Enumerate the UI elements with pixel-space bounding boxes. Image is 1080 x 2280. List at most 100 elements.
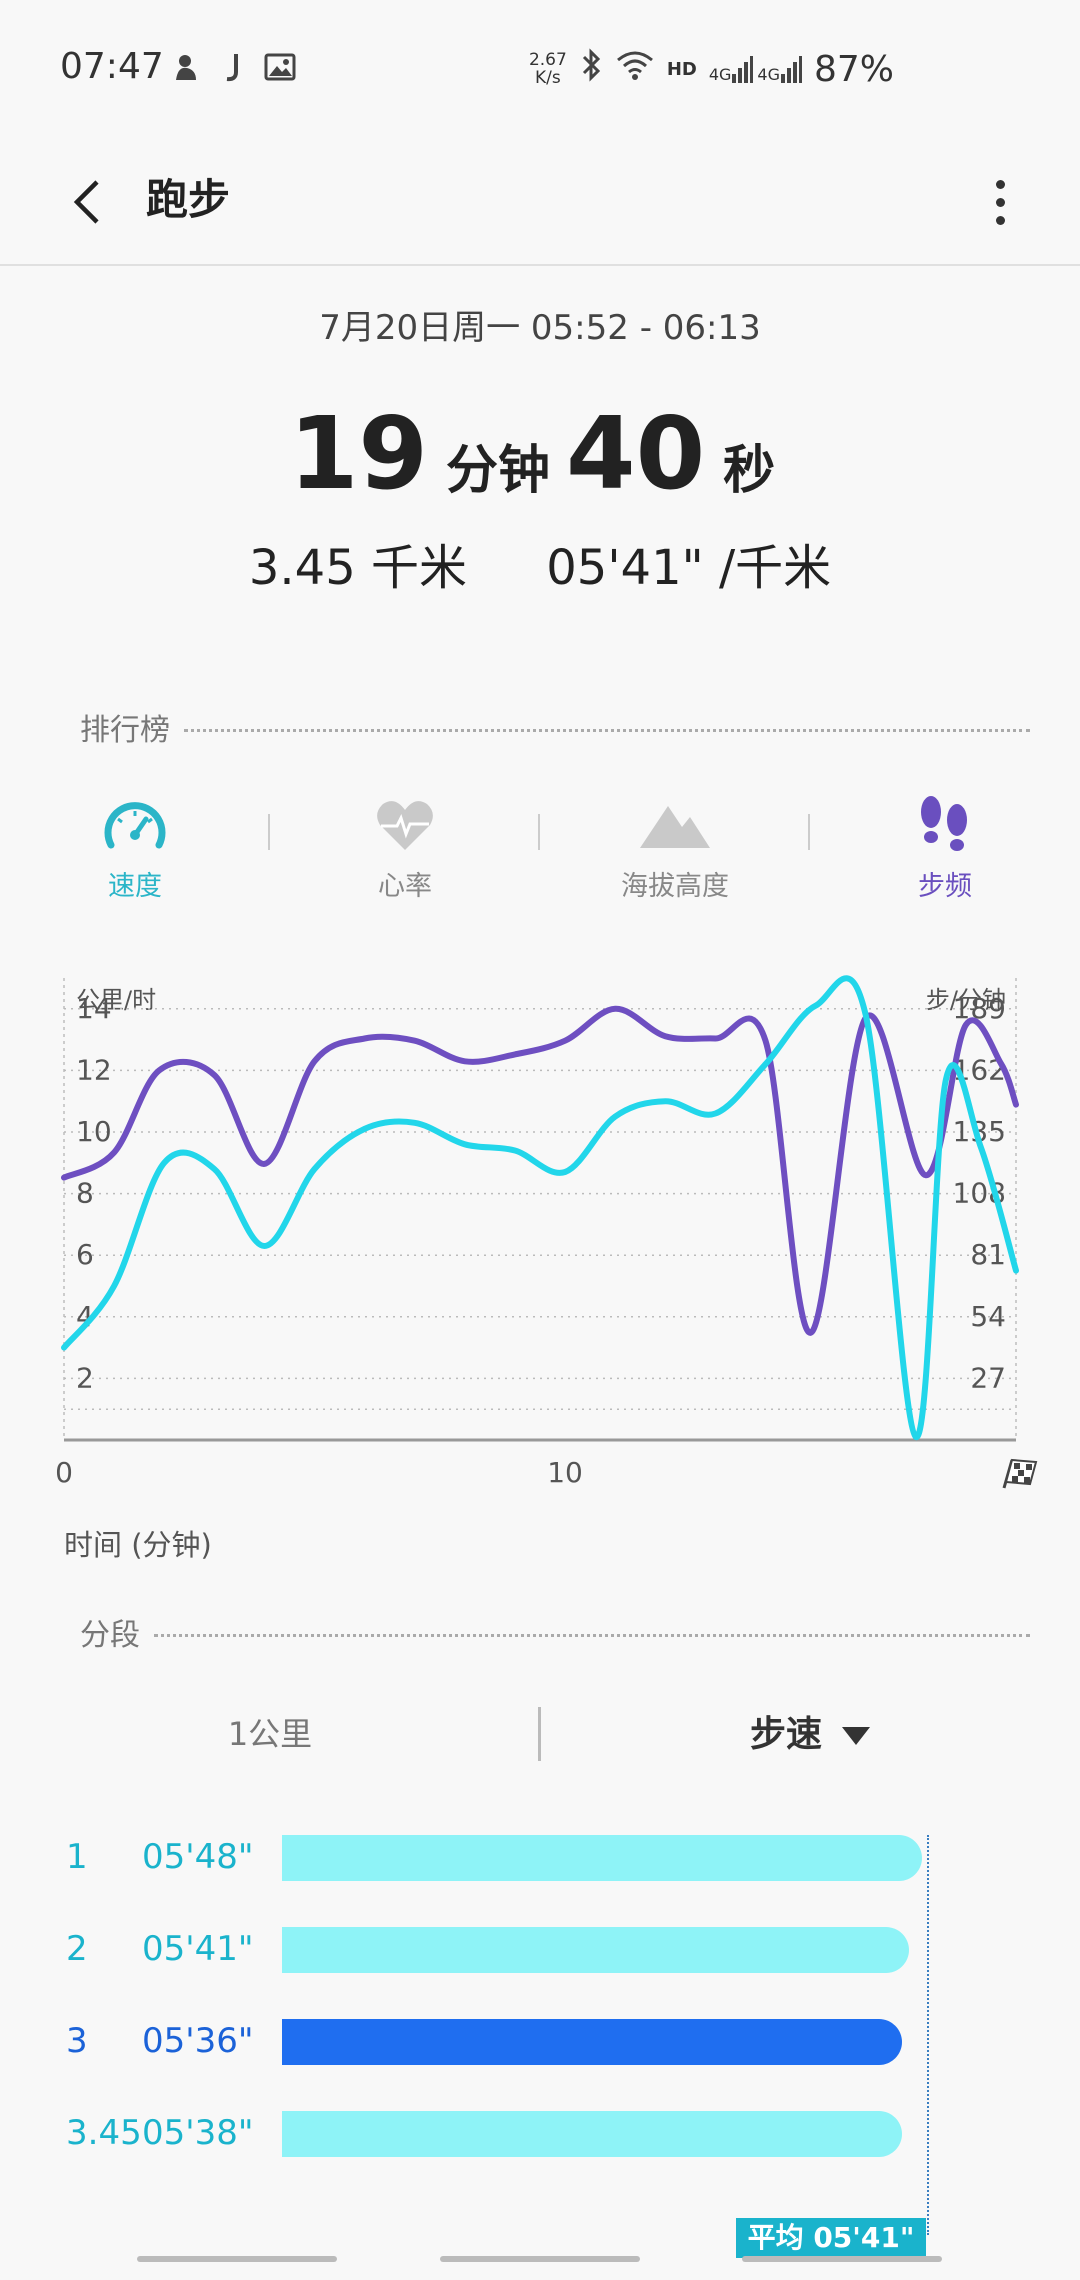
- tab-separator: [538, 814, 540, 850]
- tab-speed[interactable]: 速度: [0, 790, 270, 910]
- caret-down-icon: [842, 1727, 870, 1745]
- x-tick-label: 0: [55, 1456, 73, 1489]
- notification-icon: [172, 52, 202, 86]
- more-dot-icon: [995, 215, 1005, 225]
- more-options-button[interactable]: [970, 162, 1030, 242]
- tab-cadence[interactable]: 步频: [810, 790, 1080, 910]
- right-tick-label: 81: [970, 1238, 1006, 1271]
- tab-separator: [808, 814, 810, 850]
- split-km: 1: [66, 1837, 88, 1877]
- average-pace-tag: 平均 05'41": [736, 2218, 926, 2258]
- duration-seconds-unit: 秒: [723, 441, 776, 501]
- split-pace: 05'48": [142, 1837, 254, 1877]
- nav-handle: [742, 2256, 942, 2262]
- back-arrow-icon: [73, 180, 99, 224]
- mountain-icon: [640, 806, 710, 848]
- tab-altitude[interactable]: 海拔高度: [540, 790, 810, 910]
- split-pace-bar: [282, 2111, 902, 2157]
- split-unit-button[interactable]: 1公里: [227, 1715, 313, 1753]
- split-toggle: 1公里 步速: [0, 1695, 1080, 1775]
- tab-speed-label: 速度: [108, 871, 162, 902]
- x-tick-label: 10: [547, 1456, 583, 1489]
- net-speed: 2.67 K/s: [529, 51, 567, 87]
- nav-handle: [440, 2256, 640, 2262]
- split-row[interactable]: 2 05'41": [0, 1927, 1080, 1977]
- split-km: 3: [66, 2021, 88, 2061]
- split-row[interactable]: 1 05'48": [0, 1835, 1080, 1885]
- net-speed-unit: K/s: [535, 68, 561, 88]
- workout-avg-pace: 05'41" /千米: [546, 540, 832, 596]
- status-left-icons: [172, 52, 296, 86]
- split-pace: 05'38": [142, 2113, 254, 2153]
- workout-distance: 3.45 千米: [248, 540, 467, 596]
- left-tick-label: 6: [76, 1238, 94, 1271]
- splits-divider: [154, 1633, 1030, 1637]
- workout-duration: 19 分钟 40 秒: [0, 395, 1080, 512]
- average-pace-line: [927, 1835, 929, 2235]
- metric-tabs: 速度 心率 海拔高度 步频: [0, 790, 1080, 910]
- split-metric-label: 步速: [749, 1714, 822, 1755]
- heart-icon: [377, 801, 433, 850]
- status-bar: 07:47 2.67 K/s HD 4G 4G 87%: [0, 0, 1080, 140]
- app-bar: 跑步: [0, 140, 1080, 266]
- left-tick-label: 10: [76, 1115, 112, 1148]
- battery-level: 87%: [813, 48, 894, 90]
- split-pace: 05'41": [142, 1929, 254, 1969]
- split-km: 3.45: [66, 2113, 142, 2153]
- split-metric-dropdown[interactable]: 步速: [540, 1705, 1080, 1757]
- left-tick-label: 14: [76, 992, 112, 1025]
- right-tick-label: 54: [970, 1300, 1006, 1333]
- split-row[interactable]: 3.45 05'38": [0, 2111, 1080, 2161]
- workout-date: 7月20日周一 05:52 - 06:13: [319, 308, 761, 348]
- image-icon: [264, 52, 296, 86]
- duration-seconds: 40: [566, 395, 706, 512]
- net-speed-value: 2.67: [528, 50, 567, 70]
- leaderboard-divider: [184, 728, 1030, 732]
- leaderboard-header[interactable]: 排行榜: [80, 705, 1030, 749]
- tab-separator: [268, 814, 270, 850]
- hd-label: HD: [666, 58, 697, 80]
- left-tick-label: 2: [76, 1361, 94, 1394]
- split-pace-bar: [282, 1835, 922, 1881]
- right-tick-label: 27: [970, 1361, 1006, 1394]
- more-dot-icon: [995, 197, 1005, 207]
- status-time: 07:47: [60, 46, 164, 87]
- back-button[interactable]: [56, 162, 116, 242]
- speedometer-icon: [104, 802, 166, 849]
- pace-cadence-chart: 公里/时 步/分钟 14 12 10 8 6 4 2 189 162 135 108 81 54 27 0 10: [0, 960, 1080, 1520]
- left-tick-label: 8: [76, 1177, 94, 1210]
- music-icon: [222, 52, 244, 86]
- split-pace-bar: [282, 2019, 902, 2065]
- speed-series-line: [61, 975, 1019, 1440]
- duration-minutes-unit: 分钟: [445, 441, 550, 501]
- signal-icon: 4G 4G: [709, 54, 802, 84]
- distance-pace: 3.45 千米 05'41" /千米: [0, 528, 1080, 598]
- cadence-series-line: [61, 1005, 1019, 1336]
- splits-header: 分段: [80, 1610, 1030, 1654]
- split-row[interactable]: 3 05'36": [0, 2019, 1080, 2069]
- leaderboard-label: 排行榜: [80, 713, 170, 748]
- finish-flag-icon: [1002, 1458, 1038, 1489]
- splits-label: 分段: [80, 1618, 140, 1653]
- nav-handle: [137, 2256, 337, 2262]
- duration-minutes: 19: [288, 395, 428, 512]
- wifi-icon: [615, 49, 655, 89]
- signal2-label: 4G: [757, 65, 780, 84]
- right-tick-label: 189: [953, 992, 1006, 1025]
- tab-heart-rate[interactable]: 心率: [270, 790, 540, 910]
- bluetooth-icon: [579, 48, 603, 90]
- split-pace-bar: [282, 1927, 909, 1973]
- split-km: 2: [66, 1929, 88, 1969]
- tab-altitude-label: 海拔高度: [621, 871, 729, 902]
- page-title: 跑步: [146, 175, 231, 224]
- footsteps-icon: [921, 796, 967, 851]
- split-divider: [538, 1707, 541, 1761]
- split-pace: 05'36": [142, 2021, 254, 2061]
- left-tick-label: 12: [76, 1053, 112, 1086]
- tab-heart-rate-label: 心率: [378, 871, 432, 902]
- signal1-label: 4G: [708, 65, 732, 84]
- status-right: 2.67 K/s HD 4G 4G 87%: [529, 48, 894, 90]
- more-dot-icon: [995, 179, 1005, 189]
- x-axis-title: 时间 (分钟): [64, 1528, 212, 1562]
